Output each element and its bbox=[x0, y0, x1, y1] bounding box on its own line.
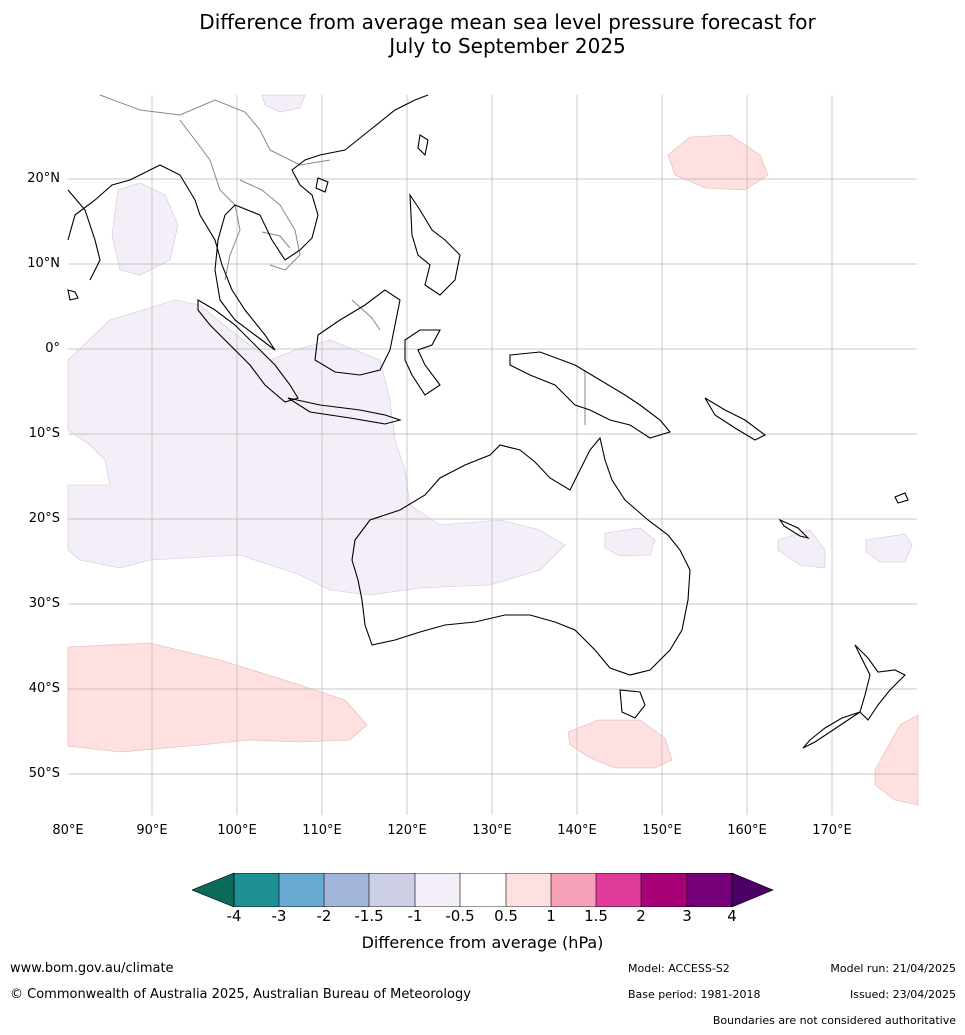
lon-label: 80°E bbox=[52, 823, 84, 838]
colorbar-tick: 1.5 bbox=[584, 907, 608, 925]
footer-model: Model: ACCESS-S2 bbox=[628, 962, 730, 975]
colorbar-segment bbox=[369, 873, 415, 907]
colorbar-segment bbox=[731, 873, 774, 907]
coastline-sri-lanka bbox=[67, 289, 79, 301]
anomaly-region-pacific-north bbox=[667, 134, 769, 191]
colorbar-segment bbox=[324, 873, 369, 907]
lat-label: 10°N bbox=[27, 256, 60, 271]
colorbar-tick: 1 bbox=[546, 907, 556, 925]
lat-label: 40°S bbox=[28, 681, 60, 696]
lon-label: 170°E bbox=[812, 823, 852, 838]
lat-label: 0° bbox=[45, 341, 60, 356]
colorbar-segment bbox=[234, 873, 279, 907]
title-line-2: July to September 2025 bbox=[389, 34, 626, 58]
colorbar-segment bbox=[279, 873, 324, 907]
lon-label: 130°E bbox=[472, 823, 512, 838]
anomaly-region-coral-sea bbox=[604, 527, 656, 557]
colorbar-tick: -1.5 bbox=[354, 907, 384, 925]
country-borders bbox=[99, 94, 586, 425]
anomaly-region-far-east bbox=[865, 533, 913, 563]
coastline-sulawesi bbox=[404, 329, 441, 396]
map-title: Difference from average mean sea level p… bbox=[0, 10, 965, 58]
footer-base-period: Base period: 1981-2018 bbox=[628, 988, 761, 1001]
colorbar-tick: -4 bbox=[226, 907, 242, 925]
coastline-asia bbox=[67, 94, 429, 351]
footer-copyright: © Commonwealth of Australia 2025, Austra… bbox=[10, 987, 471, 1002]
coastline-nz-south bbox=[802, 711, 861, 749]
colorbar-tick: 3 bbox=[682, 907, 692, 925]
map bbox=[67, 94, 919, 815]
colorbar-tick: -2 bbox=[316, 907, 332, 925]
coastlines bbox=[67, 94, 909, 749]
colorbar-tick: 2 bbox=[636, 907, 646, 925]
anomaly-region-tasman-south bbox=[567, 719, 673, 769]
anomaly-negative-shading bbox=[67, 94, 913, 596]
colorbar-segment bbox=[551, 873, 596, 907]
colorbar-segment bbox=[192, 873, 235, 907]
anomaly-region-bay-of-bengal bbox=[111, 182, 179, 276]
anomaly-region-west-indian bbox=[67, 299, 566, 596]
footer-url: www.bom.gov.au/climate bbox=[10, 961, 174, 976]
coastline-java bbox=[287, 397, 402, 425]
colorbar-tick: 4 bbox=[727, 907, 737, 925]
gridlines bbox=[68, 95, 917, 815]
coastline-borneo bbox=[314, 289, 401, 376]
lon-label: 100°E bbox=[217, 823, 257, 838]
lat-label: 10°S bbox=[28, 426, 60, 441]
coastline-philippines bbox=[409, 193, 461, 296]
colorbar-tick: -1 bbox=[407, 907, 423, 925]
colorbar-segment bbox=[506, 873, 551, 907]
coastline-india bbox=[67, 189, 101, 281]
coastline-tasmania bbox=[619, 689, 646, 719]
coastline-new-guinea bbox=[509, 351, 671, 439]
colorbar bbox=[192, 873, 774, 907]
footer-disclaimer: Boundaries are not considered authoritat… bbox=[712, 1014, 956, 1027]
coastline-nz-north bbox=[854, 644, 906, 721]
colorbar-segment bbox=[687, 873, 732, 907]
coastline-new-caledonia bbox=[778, 518, 810, 540]
anomaly-region-southwest bbox=[67, 642, 368, 753]
coastline-australia bbox=[351, 436, 691, 676]
coastline-taiwan bbox=[417, 134, 429, 157]
colorbar-tick: -3 bbox=[271, 907, 287, 925]
colorbar-segment bbox=[596, 873, 641, 907]
footer-issued: Issued: 23/04/2025 bbox=[849, 988, 956, 1001]
anomaly-region-southeast bbox=[874, 714, 919, 806]
colorbar-segment bbox=[641, 873, 687, 907]
lon-label: 120°E bbox=[387, 823, 427, 838]
coastline-solomons bbox=[704, 397, 767, 441]
lon-label: 140°E bbox=[557, 823, 597, 838]
lat-label: 50°S bbox=[28, 766, 60, 781]
colorbar-tick: 0.5 bbox=[494, 907, 518, 925]
anomaly-positive-shading bbox=[67, 134, 919, 806]
colorbar-label: Difference from average (hPa) bbox=[361, 933, 604, 952]
lon-label: 150°E bbox=[642, 823, 682, 838]
anomaly-region-east bbox=[777, 529, 826, 569]
colorbar-segment bbox=[460, 873, 506, 907]
coastline-hainan bbox=[315, 177, 329, 193]
lon-label: 160°E bbox=[727, 823, 767, 838]
lon-label: 90°E bbox=[136, 823, 168, 838]
lat-label: 20°N bbox=[27, 171, 60, 186]
coastline-fiji bbox=[894, 492, 909, 504]
anomaly-region-north bbox=[261, 94, 306, 113]
footer-model-run: Model run: 21/04/2025 bbox=[830, 962, 956, 975]
lat-label: 20°S bbox=[28, 511, 60, 526]
lon-label: 110°E bbox=[302, 823, 342, 838]
colorbar-segment bbox=[415, 873, 460, 907]
colorbar-tick: -0.5 bbox=[445, 907, 475, 925]
title-line-1: Difference from average mean sea level p… bbox=[199, 10, 816, 34]
lat-label: 30°S bbox=[28, 596, 60, 611]
